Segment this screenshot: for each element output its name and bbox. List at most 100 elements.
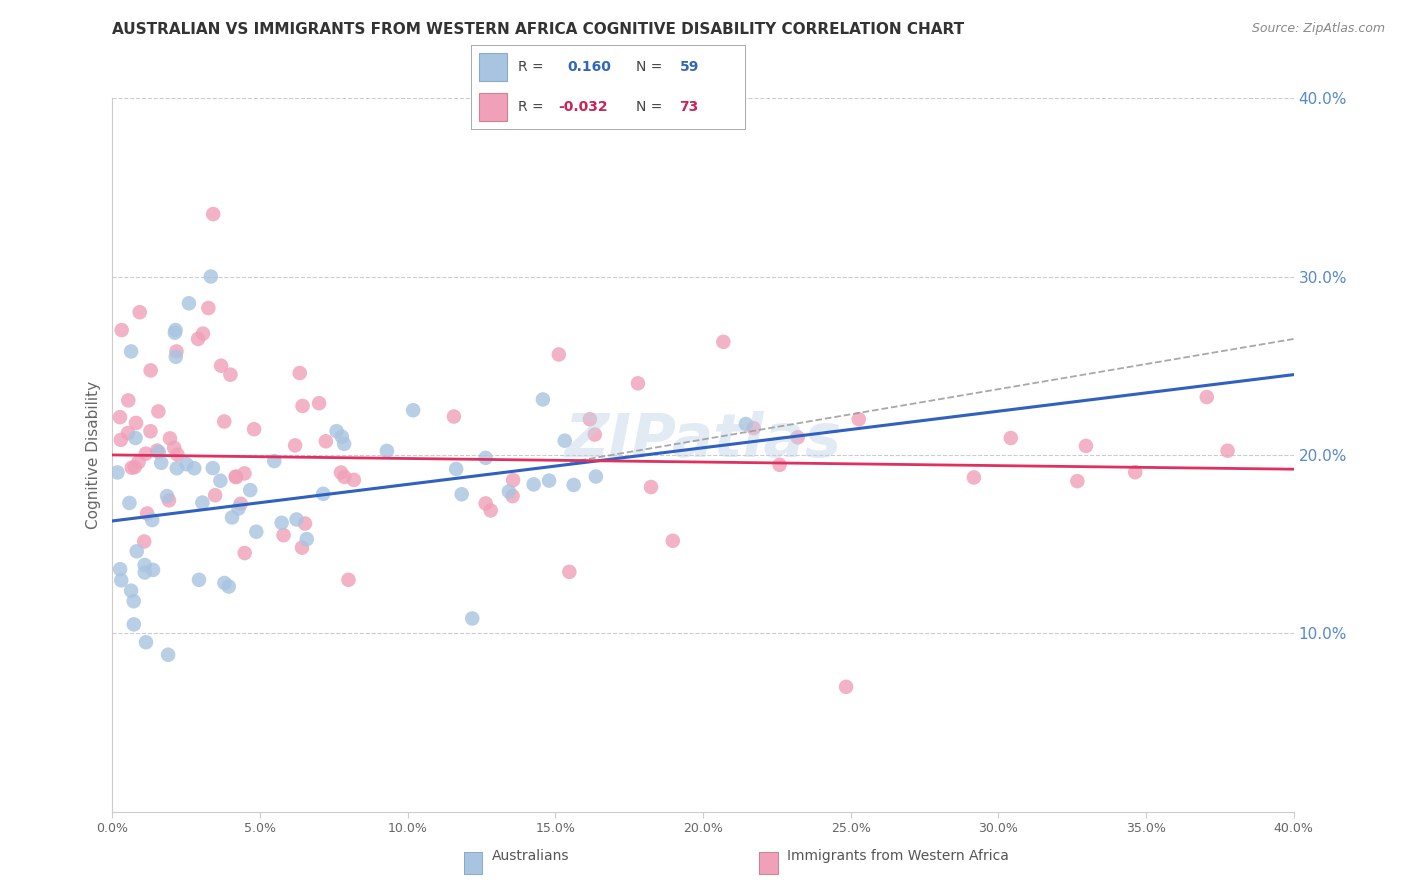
Point xyxy=(337,573,360,587)
Point xyxy=(142,563,165,577)
Point xyxy=(197,301,219,315)
Point xyxy=(166,461,188,475)
Point xyxy=(308,396,330,410)
Point xyxy=(461,611,484,625)
Point xyxy=(148,445,170,459)
Point xyxy=(523,477,546,491)
Point xyxy=(498,484,520,499)
Point xyxy=(640,480,662,494)
Point xyxy=(735,417,758,431)
Point xyxy=(135,447,157,461)
Point xyxy=(219,368,242,382)
Point xyxy=(209,359,232,373)
Text: Immigrants from Western Africa: Immigrants from Western Africa xyxy=(787,849,1010,863)
Point xyxy=(1123,465,1146,479)
Text: -0.032: -0.032 xyxy=(558,100,609,114)
Point xyxy=(325,424,347,438)
Point xyxy=(183,461,205,475)
Point xyxy=(474,496,496,510)
Text: Source: ZipAtlas.com: Source: ZipAtlas.com xyxy=(1251,22,1385,36)
Point xyxy=(117,393,139,408)
Point xyxy=(233,546,256,560)
Point xyxy=(531,392,554,407)
Point xyxy=(120,344,142,359)
Text: Australians: Australians xyxy=(492,849,569,863)
Point xyxy=(118,496,141,510)
Point xyxy=(579,412,602,426)
Point xyxy=(165,350,187,364)
Point xyxy=(291,399,314,413)
Point xyxy=(443,409,465,424)
Point xyxy=(333,470,356,484)
Point xyxy=(479,503,502,517)
Point xyxy=(742,421,765,435)
Point xyxy=(450,487,472,501)
Point xyxy=(444,462,467,476)
Point xyxy=(166,448,188,462)
Y-axis label: Cognitive Disability: Cognitive Disability xyxy=(86,381,101,529)
Point xyxy=(166,344,188,359)
Bar xyxy=(479,54,506,81)
Point xyxy=(146,443,169,458)
Text: ZIPatlas: ZIPatlas xyxy=(564,411,842,470)
Point xyxy=(120,583,142,598)
Point xyxy=(225,470,247,484)
Text: N =: N = xyxy=(636,60,662,74)
Point xyxy=(156,489,179,503)
Point xyxy=(1216,443,1239,458)
Text: 59: 59 xyxy=(679,60,699,74)
Point xyxy=(786,430,808,444)
Point xyxy=(963,470,986,484)
Point xyxy=(1074,439,1097,453)
Point xyxy=(270,516,292,530)
Text: R =: R = xyxy=(517,60,543,74)
Point xyxy=(139,363,162,377)
Point xyxy=(474,450,496,465)
Text: 73: 73 xyxy=(679,100,699,114)
Point xyxy=(136,507,159,521)
Point xyxy=(402,403,425,417)
Point xyxy=(263,454,285,468)
Text: AUSTRALIAN VS IMMIGRANTS FROM WESTERN AFRICA COGNITIVE DISABILITY CORRELATION CH: AUSTRALIAN VS IMMIGRANTS FROM WESTERN AF… xyxy=(112,22,965,37)
Point xyxy=(202,207,225,221)
Point xyxy=(229,497,252,511)
Point xyxy=(228,501,250,516)
Point xyxy=(201,461,224,475)
Text: R =: R = xyxy=(517,100,543,114)
Point xyxy=(134,558,156,572)
Point xyxy=(1066,474,1088,488)
Point xyxy=(159,431,181,445)
Point xyxy=(214,576,236,591)
Point xyxy=(343,473,366,487)
Point xyxy=(558,565,581,579)
Point xyxy=(583,427,606,442)
Point xyxy=(110,574,132,588)
Point xyxy=(165,323,187,337)
Point xyxy=(284,438,307,452)
Point xyxy=(554,434,576,448)
Point xyxy=(134,534,156,549)
Point xyxy=(547,347,569,361)
Point xyxy=(107,466,129,480)
Point xyxy=(243,422,266,436)
Point xyxy=(218,580,240,594)
Point xyxy=(221,510,243,524)
Point xyxy=(128,305,150,319)
Point xyxy=(245,524,267,539)
Point xyxy=(1195,390,1218,404)
Point xyxy=(125,544,148,558)
Point xyxy=(1000,431,1022,445)
Point xyxy=(375,444,398,458)
Point xyxy=(157,648,180,662)
Point xyxy=(835,680,858,694)
Point xyxy=(502,489,524,503)
Point xyxy=(288,366,311,380)
Point xyxy=(124,460,146,475)
Point xyxy=(627,376,650,391)
Point xyxy=(177,296,200,310)
Point xyxy=(711,334,734,349)
Point xyxy=(110,433,132,447)
Point xyxy=(124,431,146,445)
Point xyxy=(212,414,235,428)
Point xyxy=(538,474,561,488)
